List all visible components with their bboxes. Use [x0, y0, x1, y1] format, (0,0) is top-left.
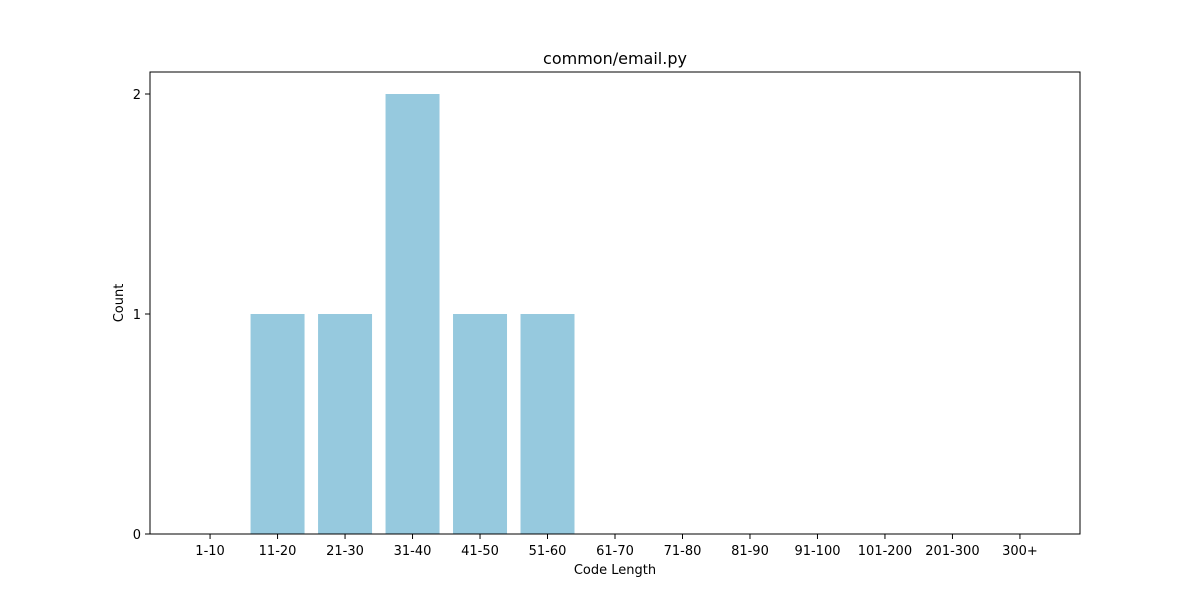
x-tick-label-201-300: 201-300	[925, 544, 979, 559]
bar-11-20	[250, 314, 305, 534]
chart-title: common/email.py	[543, 49, 687, 68]
bar-51-60	[520, 314, 575, 534]
x-tick-label-81-90: 81-90	[731, 544, 769, 559]
x-tick-label-11-20: 11-20	[259, 544, 297, 559]
bar-21-30	[318, 314, 373, 534]
y-axis: 0 1 2	[133, 88, 150, 543]
x-tick-label-300+: 300+	[1002, 544, 1038, 559]
y-tick-label-2: 2	[133, 88, 141, 103]
x-tick-label-71-80: 71-80	[664, 544, 702, 559]
x-tick-label-61-70: 61-70	[596, 544, 634, 559]
x-tick-label-21-30: 21-30	[326, 544, 364, 559]
x-tick-label-51-60: 51-60	[529, 544, 567, 559]
x-tick-label-41-50: 41-50	[461, 544, 499, 559]
bars	[250, 94, 575, 534]
bar-41-50	[453, 314, 508, 534]
bar-31-40	[385, 94, 440, 534]
x-axis-label: Code Length	[574, 563, 656, 578]
x-tick-label-91-100: 91-100	[794, 544, 840, 559]
x-tick-label-1-10: 1-10	[195, 544, 225, 559]
y-axis-label: Count	[112, 284, 127, 323]
x-axis: 1-10 11-20 21-30 31-40 41-50 51-60 61-70 71-80 8…	[195, 534, 1038, 559]
x-tick-label-101-200: 101-200	[858, 544, 912, 559]
y-tick-label-0: 0	[133, 528, 141, 543]
y-tick-label-1: 1	[133, 308, 141, 323]
x-tick-label-31-40: 31-40	[394, 544, 432, 559]
